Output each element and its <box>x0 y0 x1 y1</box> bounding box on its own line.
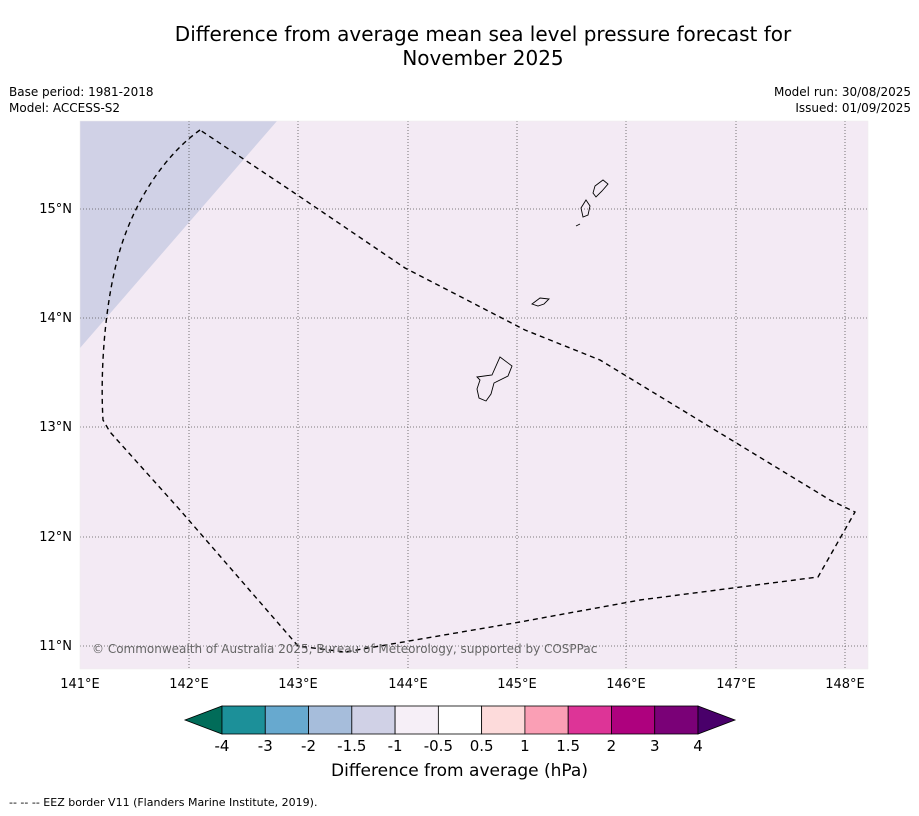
lon-label: 143°E <box>278 677 318 692</box>
lon-label: 147°E <box>716 677 756 692</box>
colorbar-swatch <box>481 705 526 735</box>
colorbar-swatch <box>264 705 309 735</box>
colorbar-tick-label: 2 <box>607 737 617 755</box>
footnote: -- -- -- EEZ border V11 (Flanders Marine… <box>9 796 318 809</box>
map-frame <box>79 120 869 670</box>
colorbar-tick-label: -3 <box>258 737 273 755</box>
lat-label: 15°N <box>39 202 72 217</box>
latitude-labels: 15°N 14°N 13°N 12°N 11°N <box>39 202 72 654</box>
aguijan-island <box>575 223 581 227</box>
colorbar-tick-label: -1.5 <box>337 737 366 755</box>
saipan-island <box>592 179 609 198</box>
lat-label: 12°N <box>39 530 72 545</box>
colorbar-tick-label: 1.5 <box>556 737 580 755</box>
islands <box>476 179 609 402</box>
issued-date: Issued: 01/09/2025 <box>795 101 911 115</box>
lat-label: 13°N <box>39 420 72 435</box>
colorbar-tick-label: 3 <box>650 737 660 755</box>
lon-label: 144°E <box>388 677 428 692</box>
colorbar-low-extend <box>183 705 223 735</box>
base-period: Base period: 1981-2018 <box>9 85 154 99</box>
colorbar-swatch <box>351 705 396 735</box>
map-title: Difference from average mean sea level p… <box>0 22 919 70</box>
lon-label: 146°E <box>606 677 646 692</box>
colorbar-swatch <box>394 705 439 735</box>
gridlines <box>80 121 868 669</box>
colorbar-tick-label: -0.5 <box>424 737 453 755</box>
model-run: Model run: 30/08/2025 <box>773 85 911 99</box>
meta-right: Model run: 30/08/2025 Issued: 01/09/2025 <box>774 84 911 116</box>
map-background <box>80 121 868 669</box>
colorbar-high-extend <box>697 705 737 735</box>
lon-label: 141°E <box>60 677 100 692</box>
title-line-2: November 2025 <box>402 46 564 70</box>
eez-border <box>101 129 856 653</box>
colorbar-tick-label: -2 <box>301 737 316 755</box>
guam-island <box>476 356 513 402</box>
colorbar: -4 -3 -2 -1.5 -1 -0.5 0.5 1 1.5 2 3 4 <box>183 705 737 755</box>
tinian-island <box>580 199 591 218</box>
lat-label: 11°N <box>39 639 72 654</box>
title-line-1: Difference from average mean sea level p… <box>174 22 792 46</box>
colorbar-tick-labels: -4 -3 -2 -1.5 -1 -0.5 0.5 1 1.5 2 3 4 <box>215 737 703 755</box>
colorbar-swatch <box>654 705 699 735</box>
colorbar-swatch <box>611 705 656 735</box>
lon-label: 148°E <box>825 677 865 692</box>
colorbar-label: Difference from average (hPa) <box>331 761 588 781</box>
colorbar-tick-label: 1 <box>520 737 530 755</box>
copyright-text: © Commonwealth of Australia 2025, Bureau… <box>92 642 597 656</box>
colorbar-swatch <box>524 705 569 735</box>
lon-label: 142°E <box>169 677 209 692</box>
lat-label: 14°N <box>39 311 72 326</box>
colorbar-swatch <box>567 705 612 735</box>
rota-island <box>531 297 550 307</box>
colorbar-tick-label: -1 <box>388 737 403 755</box>
longitude-labels: 141°E 142°E 143°E 144°E 145°E 146°E 147°… <box>60 677 865 692</box>
meta-left: Base period: 1981-2018 Model: ACCESS-S2 <box>9 84 154 116</box>
model-name: Model: ACCESS-S2 <box>9 101 121 115</box>
colorbar-tick-label: -4 <box>215 737 230 755</box>
colorbar-tick-label: 4 <box>693 737 703 755</box>
colorbar-boxes <box>221 705 699 735</box>
lon-label: 145°E <box>497 677 537 692</box>
colorbar-tick-label: 0.5 <box>470 737 494 755</box>
colorbar-swatch <box>308 705 353 735</box>
colorbar-swatch <box>221 705 266 735</box>
colorbar-swatch <box>437 705 483 735</box>
negative-anomaly-region <box>80 121 277 348</box>
